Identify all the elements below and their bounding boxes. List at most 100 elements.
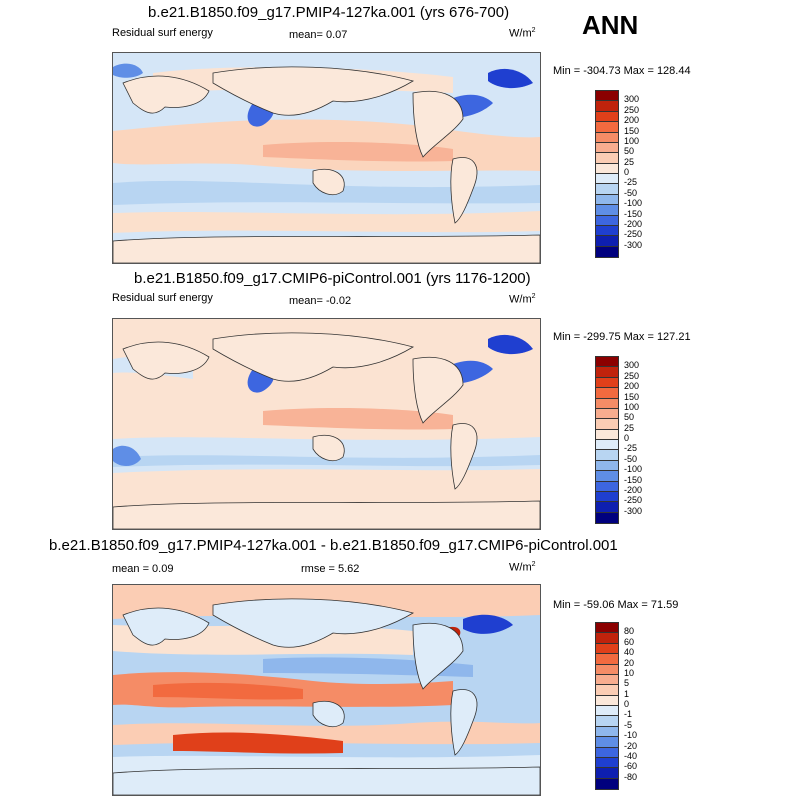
panel-2-colorbar <box>595 356 619 524</box>
panel-1-title: b.e21.B1850.f09_g17.PMIP4-127ka.001 (yrs… <box>148 4 510 21</box>
colorbar-swatch <box>596 367 618 378</box>
colorbar-swatches <box>596 357 618 523</box>
panel-1-mean: mean= 0.07 <box>289 29 348 41</box>
colorbar-swatch <box>596 481 618 492</box>
colorbar-tick-label: 40 <box>624 647 635 658</box>
panel-1-variable: Residual surf energy <box>112 27 213 39</box>
colorbar-tick-label: -5 <box>624 719 633 730</box>
colorbar-tick-label: -10 <box>624 730 638 741</box>
colorbar-swatch <box>596 664 618 675</box>
colorbar-tick-label: -25 <box>624 443 638 454</box>
panel-3-units: W/m2 <box>509 561 536 574</box>
colorbar-swatch <box>596 225 618 237</box>
colorbar-swatch <box>596 643 618 655</box>
colorbar-tick-label: -1 <box>624 709 633 720</box>
panel-1-minmax: Min = -304.73 Max = 128.44 <box>553 65 691 77</box>
colorbar-swatch <box>596 440 618 451</box>
colorbar-swatch <box>596 512 618 523</box>
colorbar-swatch <box>596 377 618 389</box>
panel-3-rmse: rmse = 5.62 <box>301 563 360 575</box>
colorbar-tick-label: 60 <box>624 636 635 647</box>
colorbar-swatch <box>596 101 618 112</box>
colorbar-tick-label: 0 <box>624 699 630 709</box>
colorbar-tick-label: 10 <box>624 667 635 678</box>
panel-3-title: b.e21.B1850.f09_g17.PMIP4-127ka.001 - b.… <box>49 537 618 554</box>
colorbar-tick-label: 150 <box>624 125 640 136</box>
colorbar-tick-label: 250 <box>624 370 640 381</box>
colorbar-tick-label: -50 <box>624 187 638 198</box>
panel-2-units: W/m2 <box>509 293 536 306</box>
colorbar-swatch <box>596 633 618 644</box>
colorbar-tick-label: 5 <box>624 678 630 689</box>
colorbar-tick-label: -50 <box>624 453 638 464</box>
colorbar-swatch <box>596 194 618 206</box>
colorbar-swatches <box>596 623 618 789</box>
panel-2-mean: mean= -0.02 <box>289 295 352 307</box>
colorbar-tick-label: 50 <box>624 146 635 157</box>
colorbar-swatch <box>596 747 618 758</box>
panel-2-map <box>112 318 541 530</box>
colorbar-tick-label: -80 <box>624 771 638 782</box>
colorbar-swatch <box>596 388 618 399</box>
colorbar-swatch <box>596 163 618 174</box>
panel-1-colorbar <box>595 90 619 258</box>
colorbar-swatch <box>596 132 618 143</box>
panel-2-title: b.e21.B1850.f09_g17.CMIP6-piControl.001 … <box>134 270 531 287</box>
panel-3-minmax: Min = -59.06 Max = 71.59 <box>553 599 679 611</box>
colorbar-tick-label: -300 <box>624 505 643 516</box>
colorbar-swatch <box>596 471 618 482</box>
region-tropical-pacific-warm <box>263 408 453 430</box>
colorbar-swatch <box>596 153 618 164</box>
colorbar-swatch <box>596 460 618 472</box>
region-north-atlantic-dipole <box>463 614 513 634</box>
colorbar-swatch <box>596 685 618 696</box>
colorbar-swatch <box>596 695 618 706</box>
colorbar-tick-label: -250 <box>624 229 643 240</box>
colorbar-tick-label: -100 <box>624 198 643 209</box>
panel-1-map <box>112 52 541 264</box>
colorbar-swatch <box>596 491 618 503</box>
colorbar-swatch <box>596 215 618 226</box>
panel-3-map <box>112 584 541 796</box>
colorbar-swatch <box>596 502 618 513</box>
colorbar-tick-label: -300 <box>624 239 643 250</box>
colorbar-tick-label: 0 <box>624 433 630 443</box>
colorbar-tick-label: -25 <box>624 177 638 188</box>
colorbar-tick-label: 25 <box>624 422 635 433</box>
colorbar-tick-label: 1 <box>624 688 630 699</box>
colorbar-swatch <box>596 757 618 769</box>
colorbar-swatch <box>596 623 618 634</box>
colorbar-swatch <box>596 398 618 409</box>
colorbar-swatch <box>596 450 618 461</box>
colorbar-swatches <box>596 91 618 257</box>
season-label: ANN <box>582 10 639 40</box>
colorbar-swatch <box>596 357 618 368</box>
panel-3-mean: mean = 0.09 <box>112 563 174 575</box>
colorbar-swatch <box>596 111 618 123</box>
colorbar-tick-label: 200 <box>624 381 640 392</box>
colorbar-swatch <box>596 184 618 195</box>
colorbar-swatch <box>596 408 618 420</box>
colorbar-tick-label: 200 <box>624 115 640 126</box>
colorbar-swatch <box>596 91 618 102</box>
colorbar-swatch <box>596 768 618 779</box>
colorbar-tick-label: -150 <box>624 474 643 485</box>
colorbar-tick-label: -150 <box>624 208 643 219</box>
colorbar-swatch <box>596 429 618 440</box>
colorbar-swatch <box>596 419 618 430</box>
colorbar-tick-label: 100 <box>624 401 640 412</box>
colorbar-tick-label: 25 <box>624 156 635 167</box>
colorbar-swatch <box>596 174 618 185</box>
colorbar-tick-label: 80 <box>624 626 635 637</box>
colorbar-swatch <box>596 122 618 133</box>
colorbar-tick-label: -200 <box>624 484 643 495</box>
colorbar-swatch <box>596 716 618 727</box>
colorbar-tick-label: -60 <box>624 761 638 772</box>
colorbar-tick-label: 300 <box>624 94 640 105</box>
colorbar-tick-label: -20 <box>624 740 638 751</box>
region-southern-ocean-cool <box>113 455 540 467</box>
colorbar-swatch <box>596 706 618 717</box>
colorbar-tick-label: 0 <box>624 167 630 177</box>
colorbar-tick-label: -200 <box>624 218 643 229</box>
colorbar-tick-label: 300 <box>624 360 640 371</box>
